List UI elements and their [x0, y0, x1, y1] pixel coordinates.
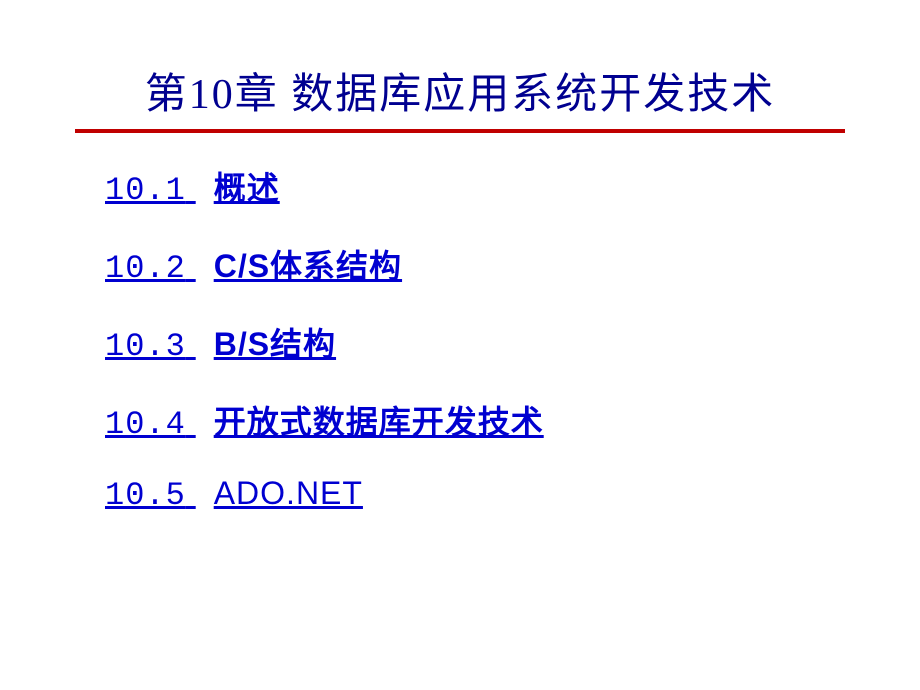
- title-section: 第10章 数据库应用系统开发技术: [0, 60, 920, 121]
- toc-item[interactable]: 10.2 C/S体系结构: [105, 241, 920, 287]
- toc-label: B/S结构: [214, 326, 336, 362]
- toc-item[interactable]: 10.3 B/S结构: [105, 319, 920, 365]
- toc-number: 10.1: [105, 172, 186, 209]
- toc-label: 概述: [214, 170, 280, 206]
- toc-label: 开放式数据库开发技术: [214, 404, 544, 440]
- toc-number: 10.4: [105, 406, 186, 443]
- toc-number: 10.5: [105, 477, 186, 514]
- toc-list: 10.1 概述 10.2 C/S体系结构 10.3 B/S结构 10.4 开放式…: [0, 163, 920, 514]
- toc-label: ADO.NET: [214, 475, 363, 511]
- toc-label: C/S体系结构: [214, 248, 402, 284]
- toc-item[interactable]: 10.1 概述: [105, 163, 920, 209]
- toc-number: 10.3: [105, 328, 186, 365]
- title-underline: [75, 129, 845, 133]
- toc-item[interactable]: 10.5 ADO.NET: [105, 475, 920, 514]
- toc-item[interactable]: 10.4 开放式数据库开发技术: [105, 397, 920, 443]
- slide-container: 第10章 数据库应用系统开发技术 10.1 概述 10.2 C/S体系结构 10…: [0, 0, 920, 690]
- slide-title: 第10章 数据库应用系统开发技术: [0, 60, 920, 121]
- toc-number: 10.2: [105, 250, 186, 287]
